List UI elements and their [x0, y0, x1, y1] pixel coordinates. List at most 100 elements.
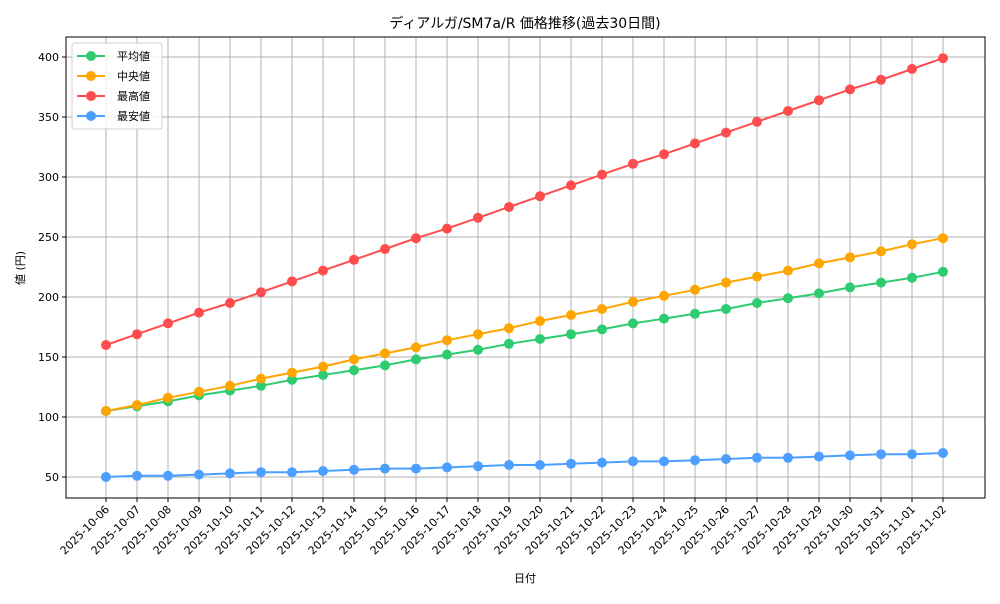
- data-point: [907, 449, 917, 460]
- data-point: [380, 463, 390, 474]
- data-point: [349, 365, 359, 376]
- data-point: [907, 272, 917, 283]
- data-point: [597, 304, 607, 314]
- legend-item: 最安値: [77, 109, 150, 123]
- data-point: [442, 223, 452, 234]
- legend-item: 平均値: [77, 50, 150, 63]
- data-point: [411, 354, 421, 365]
- data-point: [504, 323, 514, 334]
- data-point: [783, 293, 793, 304]
- data-point: [938, 448, 948, 458]
- data-point: [225, 380, 235, 391]
- data-point: [349, 464, 359, 475]
- data-point: [628, 318, 638, 329]
- data-point: [752, 298, 762, 308]
- legend-item: 中央値: [77, 70, 150, 83]
- legend-label: 最高値: [117, 89, 150, 103]
- data-point: [814, 288, 824, 299]
- data-point: [473, 212, 483, 223]
- data-point: [659, 290, 669, 301]
- y-axis: 50 100 150 200 250 300 350 400: [38, 51, 66, 484]
- data-point: [845, 282, 855, 293]
- data-point: [628, 456, 638, 467]
- data-point: [101, 472, 111, 482]
- data-point: [442, 335, 452, 346]
- y-axis-label: 値 (円): [14, 251, 27, 285]
- data-point: [318, 370, 328, 380]
- data-point: [287, 467, 297, 478]
- data-point: [349, 254, 359, 265]
- legend-marker-icon: [86, 91, 96, 101]
- data-point: [721, 277, 731, 288]
- data-point: [380, 348, 390, 359]
- data-point: [473, 329, 483, 340]
- series-line: [105, 237, 944, 412]
- legend-marker-icon: [86, 51, 96, 61]
- data-point: [907, 239, 917, 250]
- series-最高値: [101, 53, 948, 350]
- data-point: [938, 266, 948, 277]
- data-point: [287, 374, 297, 385]
- data-point: [938, 233, 948, 244]
- data-point: [256, 467, 266, 478]
- data-point: [690, 455, 700, 466]
- x-axis: 2025-10-062025-10-072025-10-082025-10-09…: [58, 498, 949, 557]
- y-tick-label: 300: [38, 171, 59, 184]
- data-point: [535, 316, 545, 326]
- chart-title: ディアルガ/SM7a/R 価格推移(過去30日間): [389, 15, 660, 32]
- legend-box: [71, 42, 163, 130]
- data-point: [163, 470, 173, 481]
- data-point: [566, 329, 576, 340]
- data-point: [814, 451, 824, 462]
- series-中央値: [101, 233, 948, 416]
- grid-lines: [66, 37, 985, 498]
- data-point: [876, 277, 886, 288]
- y-tick-label: 200: [38, 291, 59, 304]
- series-最安値: [101, 448, 948, 482]
- data-point: [225, 468, 235, 479]
- data-point: [690, 284, 700, 295]
- data-point: [504, 202, 514, 212]
- data-point: [659, 313, 669, 324]
- legend-item: 最高値: [77, 89, 150, 103]
- data-point: [535, 460, 545, 470]
- data-point: [318, 265, 328, 276]
- data-point: [721, 454, 731, 464]
- y-tick-label: 50: [45, 471, 59, 484]
- legend-label: 最安値: [117, 109, 150, 123]
- data-point: [690, 138, 700, 149]
- data-point: [318, 466, 328, 476]
- data-point: [535, 191, 545, 202]
- data-point: [876, 246, 886, 257]
- y-tick-label: 250: [38, 231, 59, 244]
- data-point: [566, 180, 576, 191]
- data-point: [597, 324, 607, 335]
- data-point: [349, 354, 359, 365]
- data-point: [628, 296, 638, 307]
- data-point: [256, 287, 266, 298]
- data-point: [225, 298, 235, 308]
- data-point: [597, 169, 607, 180]
- plot-frame: [65, 36, 986, 499]
- legend-label: 中央値: [117, 70, 150, 83]
- data-point: [442, 349, 452, 360]
- data-point: [411, 463, 421, 474]
- legend-marker-icon: [86, 111, 96, 121]
- data-point: [256, 373, 266, 384]
- data-point: [411, 342, 421, 353]
- data-point: [845, 450, 855, 461]
- legend-marker-icon: [86, 71, 96, 81]
- x-axis-label: 日付: [514, 572, 536, 585]
- data-point: [783, 106, 793, 116]
- series-line: [105, 452, 944, 478]
- data-point: [814, 95, 824, 106]
- data-point: [194, 469, 204, 480]
- data-point: [256, 380, 266, 391]
- data-point: [380, 244, 390, 254]
- data-point: [845, 84, 855, 95]
- data-point: [163, 318, 173, 329]
- data-point: [628, 158, 638, 169]
